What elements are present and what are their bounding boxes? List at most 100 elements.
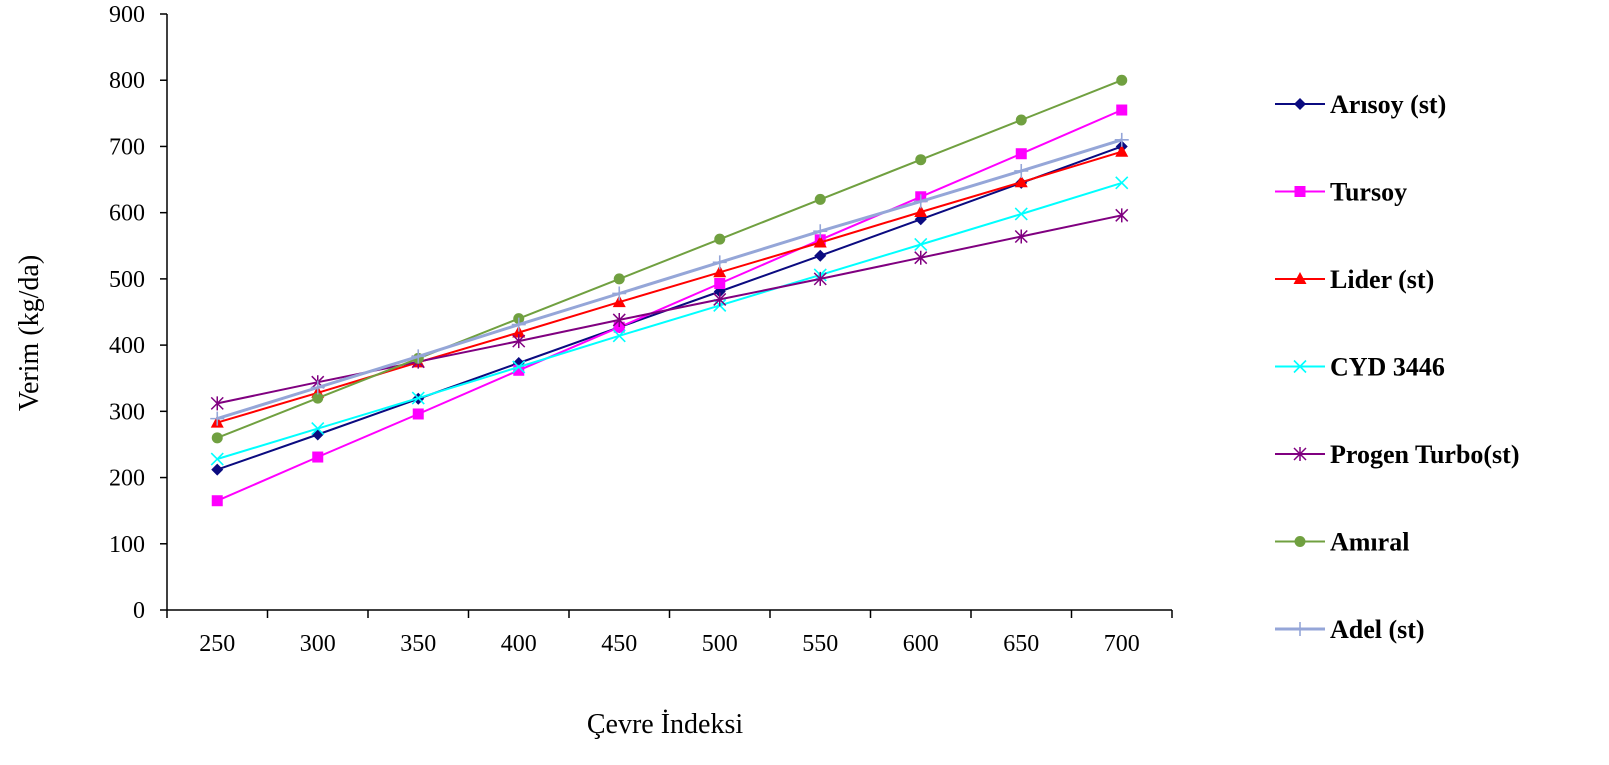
y-tick-label: 800 [109, 68, 145, 94]
data-point [312, 392, 324, 404]
x-tick-label: 700 [1104, 631, 1140, 657]
data-point [512, 360, 526, 374]
legend-label: Lider (st) [1330, 265, 1434, 294]
data-point [411, 391, 425, 405]
x-tick-label: 500 [702, 631, 738, 657]
series-5 [211, 74, 1128, 444]
data-point [211, 432, 223, 444]
x-tick-label: 650 [1003, 631, 1039, 657]
data-point [1116, 74, 1128, 86]
legend-item: Lider (st) [1275, 265, 1434, 294]
legend-label: Adel (st) [1330, 615, 1425, 644]
series-line [216, 138, 1123, 421]
data-point [1015, 148, 1027, 160]
legend-label: Tursoy [1330, 178, 1407, 207]
series-3 [210, 176, 1129, 466]
data-point [612, 295, 626, 308]
data-point [310, 380, 325, 395]
data-point [513, 364, 525, 376]
data-point [211, 495, 223, 507]
data-point [210, 411, 225, 426]
legend-swatch-marker [1294, 536, 1306, 547]
legend: Arısoy (st) Tursoy Lider (st) CYD 3446 Proge… [1275, 90, 1520, 644]
y-tick-label: 600 [109, 201, 145, 227]
data-point [1014, 163, 1029, 178]
series-layer [210, 74, 1129, 507]
data-point [1014, 229, 1028, 244]
data-point [613, 273, 625, 285]
data-point [311, 421, 325, 436]
x-tick-label: 400 [501, 631, 537, 657]
series-line [216, 145, 1123, 471]
data-point [1116, 104, 1128, 116]
x-tick-label: 600 [903, 631, 939, 657]
x-tick-label: 550 [802, 631, 838, 657]
data-point [1014, 175, 1028, 188]
data-point [714, 233, 726, 245]
y-tick-label: 900 [109, 2, 145, 28]
legend-swatch-marker [1294, 98, 1306, 110]
axes: 0 100 200 300 400 500 600 700 800 900 250 300 350 400… [109, 2, 1173, 657]
legend-label: Arısoy (st) [1330, 90, 1446, 119]
data-point [412, 408, 424, 420]
data-point [612, 312, 626, 327]
data-point [712, 255, 727, 270]
y-tick-label: 300 [109, 399, 145, 425]
data-point [714, 278, 726, 290]
data-point [411, 349, 426, 364]
series-line [217, 181, 1123, 460]
legend-label: Progen Turbo(st) [1330, 440, 1520, 469]
data-point [211, 463, 224, 476]
data-point [914, 237, 928, 252]
data-point [913, 194, 928, 209]
x-tick-label: 250 [199, 631, 235, 657]
y-tick-label: 0 [133, 598, 145, 624]
series-line [217, 150, 1123, 424]
x-axis-title: Çevre İndeksi [587, 709, 744, 740]
y-tick-label: 100 [109, 532, 145, 558]
data-point [1114, 132, 1129, 147]
data-point [1014, 207, 1028, 221]
series-1 [211, 104, 1128, 507]
data-point [713, 265, 727, 278]
y-tick-label: 700 [109, 134, 145, 160]
y-axis-title: Verim (kg/da) [14, 255, 45, 411]
series-line [216, 109, 1123, 502]
data-point [813, 224, 828, 239]
x-tick-label: 300 [300, 631, 336, 657]
y-tick-label: 500 [109, 267, 145, 293]
data-point [612, 286, 627, 301]
series-6 [210, 132, 1129, 426]
data-point [814, 193, 826, 205]
data-point [1015, 114, 1027, 126]
y-tick-label: 400 [109, 333, 145, 359]
legend-item: Adel (st) [1275, 615, 1425, 644]
data-point [813, 271, 827, 286]
legend-label: Amıral [1330, 528, 1409, 557]
x-tick-label: 450 [601, 631, 637, 657]
legend-swatch-marker [1293, 447, 1307, 461]
x-tick-label: 350 [400, 631, 436, 657]
series-4 [210, 208, 1129, 411]
data-point [813, 235, 827, 248]
data-point [1115, 208, 1129, 223]
data-point [612, 329, 626, 343]
data-point [511, 317, 526, 332]
legend-swatch-marker [1293, 272, 1307, 284]
data-point [914, 205, 928, 218]
legend-swatch-marker [1293, 359, 1307, 374]
data-point [1115, 176, 1129, 190]
data-point [914, 250, 928, 265]
y-tick-label: 200 [109, 466, 145, 492]
data-point [312, 451, 324, 463]
data-point [1115, 144, 1129, 157]
legend-label: CYD 3446 [1330, 353, 1445, 382]
data-point [713, 292, 727, 307]
data-point [613, 321, 625, 333]
legend-item: Amıral [1275, 528, 1409, 557]
data-point [814, 249, 827, 262]
data-point [210, 396, 224, 411]
legend-swatch-marker [1293, 622, 1307, 636]
data-point [512, 334, 526, 349]
